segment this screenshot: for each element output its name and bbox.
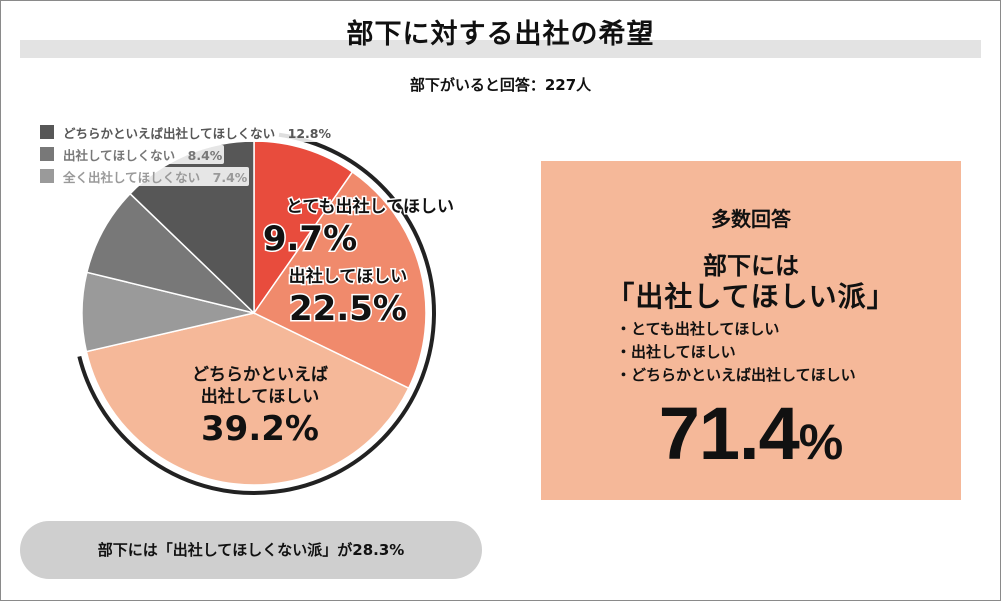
callout-total-unit: % [798,414,844,470]
legend-swatch [40,147,54,161]
slice-value-label: 39.2% [201,409,319,449]
slice-label: どちらかといえば [192,365,328,385]
bottom-note: 部下には「出社してほしくない派」が28.3% [20,521,482,579]
legend-item: 全く出社してほしくない 7.4% [40,165,333,187]
slice-value-label: 22.5% [289,289,407,329]
callout-total-number: 71.4 [658,392,800,475]
callout-line1: 部下には [703,252,799,280]
slice-label: 出社してほしい [201,386,320,407]
majority-callout: 多数回答 部下には 「出社してほしい派」 とても出社してほしい 出社してほしい … [541,161,961,500]
legend-label: 出社してほしくない 8.4% [61,144,225,164]
pie-slice [252,170,427,390]
callout-line2: 「出社してほしい派」 [606,280,896,313]
chart-subtitle: 部下がいると回答：227人 [409,76,592,94]
group-arc [77,132,436,495]
callout-list-item: とても出社してほしい [616,318,856,341]
slice-value-label: 9.7% [263,219,357,259]
legend-label: どちらかといえば出社してほしくない 12.8% [61,122,333,142]
callout-total: 71.4% [541,391,961,476]
callout-list-item: どちらかといえば出社してほしい [616,364,856,387]
callout-list-item: 出社してほしい [616,341,856,364]
slice-label: とても出社してほしい [286,196,454,217]
legend-item: 出社してほしくない 8.4% [40,143,333,165]
legend: どちらかといえば出社してほしくない 12.8% 出社してほしくない 8.4% 全… [40,121,333,187]
slice-label: 出社してほしい [289,266,408,287]
legend-label: 全く出社してほしくない 7.4% [61,166,250,186]
legend-item: どちらかといえば出社してほしくない 12.8% [40,121,333,143]
legend-swatch [40,125,54,139]
pie-slice [85,312,410,486]
callout-heading: 多数回答 [711,207,791,231]
legend-swatch [40,169,54,183]
callout-list: とても出社してほしい 出社してほしい どちらかといえば出社してほしい [616,318,856,387]
pie-slice [85,192,257,315]
title-band [20,40,981,58]
chart-title: 部下に対する出社の希望 [346,19,655,50]
